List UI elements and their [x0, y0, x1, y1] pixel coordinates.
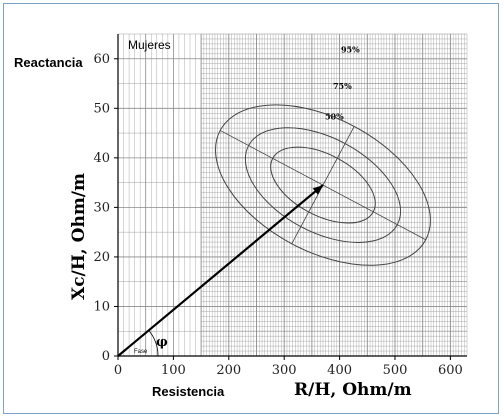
x-axis-prefix-label: Resistencia [152, 384, 225, 399]
rxc-graph-chart: 50% 75% 95% 0 100 200 300 400 500 600 0 10 20 30 40 50… [14, 33, 468, 400]
chart-title: Mujeres [128, 38, 171, 52]
x-tick-label: 0 [114, 363, 122, 378]
x-tick-label: 300 [272, 363, 297, 378]
corner-label: Reactancia [14, 55, 83, 70]
phase-angle-arc [148, 330, 159, 357]
labels: Mujeres Reactancia Xc/H, Ohm/m Resistenc… [14, 38, 412, 400]
ellipse-label: 50% [325, 111, 344, 121]
y-tick-label: 50 [93, 101, 110, 116]
y-tick-label: 0 [102, 349, 110, 364]
x-tick-label: 600 [438, 363, 463, 378]
grid [118, 33, 468, 356]
chart-frame: 50% 75% 95% 0 100 200 300 400 500 600 0 10 20 30 40 50… [3, 3, 499, 414]
impedance-vector-arrowhead [312, 185, 323, 195]
y-axis-label: Xc/H, Ohm/m [69, 173, 89, 300]
phase-angle-symbol: φ [156, 335, 168, 350]
x-axis-label: R/H, Ohm/m [294, 380, 412, 400]
axes: 0 100 200 300 400 500 600 0 10 20 30 40 50 60 [93, 34, 467, 378]
x-tick-label: 400 [327, 363, 352, 378]
x-tick-label: 100 [161, 363, 186, 378]
phase-angle-label: Fase [134, 349, 148, 355]
y-tick-label: 10 [93, 299, 110, 314]
x-tick-label: 200 [216, 363, 241, 378]
y-tick-label: 30 [93, 200, 110, 215]
impedance-vector-line [117, 184, 324, 357]
impedance-vector [117, 184, 324, 357]
ellipse-label: 95% [341, 45, 360, 55]
y-tick-label: 40 [93, 151, 110, 166]
x-tick-label: 500 [383, 363, 408, 378]
ellipse-label: 75% [333, 81, 352, 91]
y-tick-label: 20 [93, 250, 110, 265]
y-tick-label: 60 [93, 52, 110, 67]
